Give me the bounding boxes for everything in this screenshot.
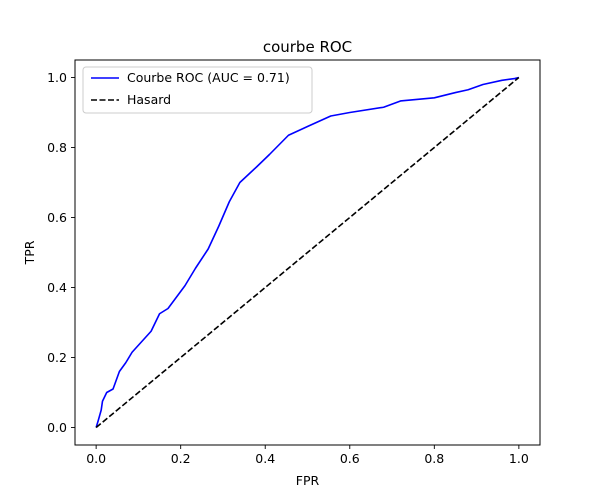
- x-tick-label: 0.4: [255, 451, 275, 466]
- series-layer: [95, 76, 520, 429]
- y-tick-label: 1.0: [47, 70, 67, 85]
- x-axis-label: FPR: [296, 473, 320, 488]
- y-axis-label: TPR: [22, 240, 37, 265]
- x-tick-label: 0.2: [171, 451, 191, 466]
- legend-label-roc: Courbe ROC (AUC = 0.71): [127, 70, 290, 85]
- axes-frame: [74, 59, 541, 446]
- x-tick-label: 1.0: [509, 451, 529, 466]
- y-tick-label: 0.0: [47, 420, 67, 435]
- y-tick-label: 0.4: [47, 280, 67, 295]
- series-line-roc: [95, 76, 520, 428]
- series-line-hasard: [95, 76, 520, 429]
- ticks-layer: 0.0 0.2 0.4 0.6 0.8 1.0 0.0 0.2 0.4 0.6 0.8 1.0: [47, 70, 529, 466]
- y-tick-label: 0.2: [47, 350, 67, 365]
- x-tick-label: 0.6: [340, 451, 360, 466]
- legend: Courbe ROC (AUC = 0.71) Hasard: [82, 66, 313, 114]
- legend-label-hasard: Hasard: [127, 92, 171, 107]
- legend-box: [82, 66, 313, 114]
- x-tick-label: 0.8: [424, 451, 444, 466]
- chart-title: courbe ROC: [263, 38, 352, 56]
- y-tick-label: 0.8: [47, 140, 67, 155]
- x-tick-label: 0.0: [86, 451, 106, 466]
- y-tick-label: 0.6: [47, 210, 67, 225]
